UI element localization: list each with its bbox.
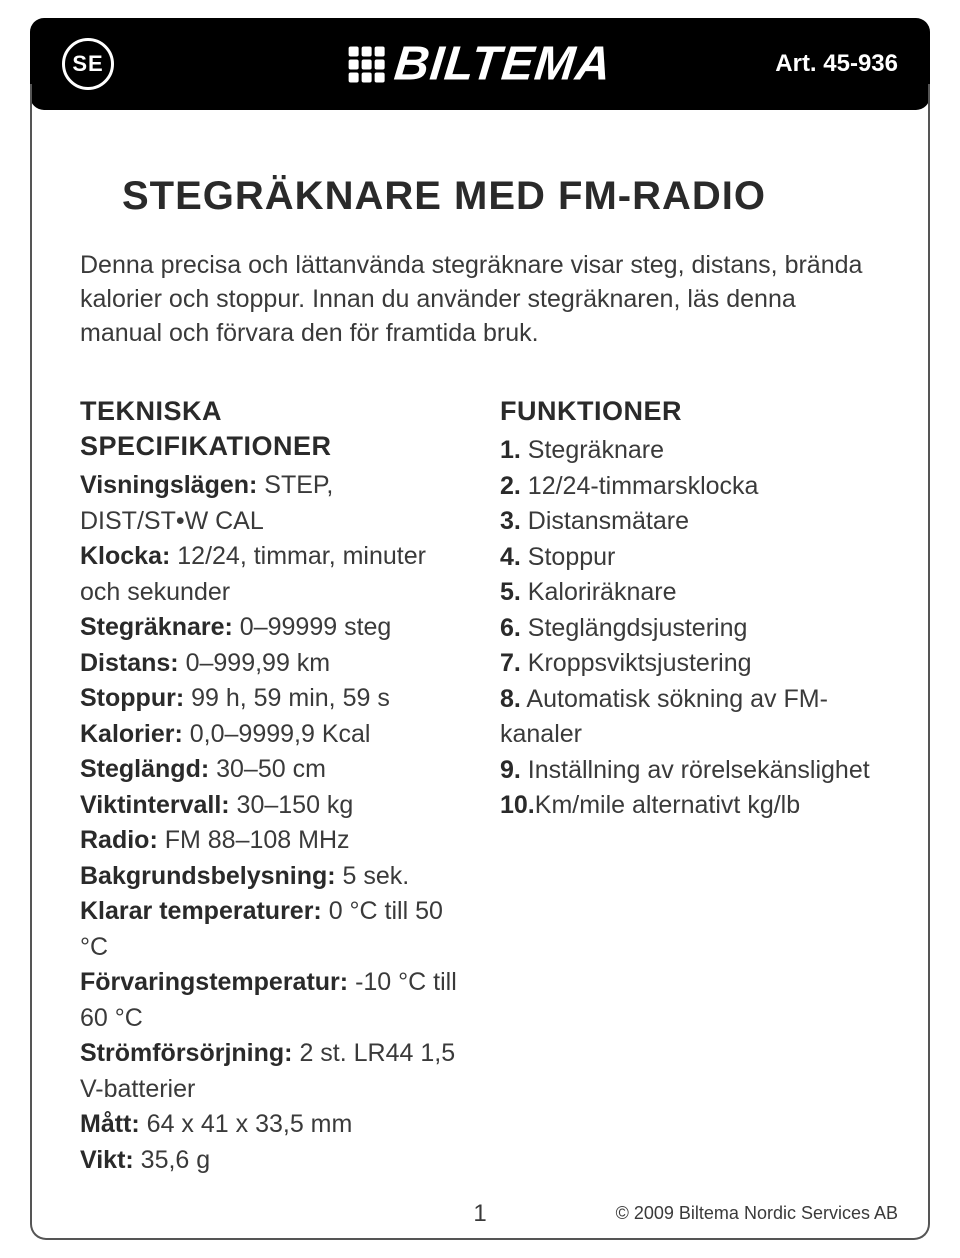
copyright: © 2009 Biltema Nordic Services AB: [616, 1203, 898, 1224]
function-item: 4. Stoppur: [500, 540, 880, 576]
spec-item: Vikt: 35,6 g: [80, 1143, 460, 1179]
spec-value: 99 h, 59 min, 59 s: [184, 684, 390, 712]
spec-item: Klarar temperaturer: 0 °C till 50 °C: [80, 894, 460, 965]
function-number: 4.: [500, 543, 521, 571]
country-code: SE: [72, 51, 103, 77]
spec-label: Bakgrundsbelysning:: [80, 862, 336, 890]
function-text: Automatisk sökning av FM-kanaler: [500, 685, 828, 749]
spec-value: 0,0–9999,9 Kcal: [183, 720, 371, 748]
spec-item: Förvaringstemperatur: -10 °C till 60 °C: [80, 965, 460, 1036]
spec-label: Mått:: [80, 1110, 140, 1138]
spec-label: Stegräknare:: [80, 613, 233, 641]
function-item: 10.Km/mile alternativt kg/lb: [500, 788, 880, 824]
spec-value: 0–99999 steg: [233, 613, 391, 641]
page: SE BILTEMA Art. 45-936 STEGRÄKNARE MED F…: [0, 18, 960, 1258]
function-item: 3. Distansmätare: [500, 504, 880, 540]
spec-item: Strömförsörjning: 2 st. LR44 1,5 V-batte…: [80, 1036, 460, 1107]
function-text: Stoppur: [521, 543, 616, 571]
function-text: Kaloriräknare: [521, 578, 677, 606]
function-item: 5. Kaloriräknare: [500, 575, 880, 611]
function-text: 12/24-timmarsklocka: [521, 472, 759, 500]
function-item: 7. Kroppsviktsjustering: [500, 646, 880, 682]
spec-value: FM 88–108 MHz: [158, 826, 350, 854]
function-number: 10.: [500, 791, 535, 819]
function-number: 8.: [500, 685, 521, 713]
functions-column: FUNKTIONER 1. Stegräknare2. 12/24-timmar…: [500, 394, 880, 1178]
spec-value: 0–999,99 km: [179, 649, 331, 677]
functions-list: 1. Stegräknare2. 12/24-timmarsklocka3. D…: [500, 433, 880, 824]
spec-item: Viktintervall: 30–150 kg: [80, 788, 460, 824]
intro-paragraph: Denna precisa och lättanvända stegräknar…: [80, 249, 880, 350]
spec-value: 35,6 g: [134, 1146, 210, 1174]
spec-label: Vikt:: [80, 1146, 134, 1174]
function-item: 1. Stegräknare: [500, 433, 880, 469]
spec-item: Kalorier: 0,0–9999,9 Kcal: [80, 717, 460, 753]
spec-item: Klocka: 12/24, timmar, minuter och sekun…: [80, 539, 460, 610]
brand-dots-icon: [349, 46, 385, 82]
spec-label: Visningslägen:: [80, 471, 257, 499]
spec-label: Stoppur:: [80, 684, 184, 712]
function-item: 6. Steglängdsjustering: [500, 611, 880, 647]
product-title: STEGRÄKNARE MED FM-RADIO: [122, 174, 880, 219]
page-number: 1: [473, 1200, 486, 1228]
spec-label: Strömförsörjning:: [80, 1039, 293, 1067]
spec-item: Stoppur: 99 h, 59 min, 59 s: [80, 681, 460, 717]
spec-value: 64 x 41 x 33,5 mm: [140, 1110, 353, 1138]
function-item: 8. Automatisk sökning av FM-kanaler: [500, 682, 880, 753]
spec-item: Stegräknare: 0–99999 steg: [80, 610, 460, 646]
function-text: Distansmätare: [521, 507, 689, 535]
spec-value: 5 sek.: [336, 862, 410, 890]
spec-label: Klocka:: [80, 542, 170, 570]
function-number: 3.: [500, 507, 521, 535]
spec-item: Radio: FM 88–108 MHz: [80, 823, 460, 859]
function-number: 2.: [500, 472, 521, 500]
function-text: Kroppsviktsjustering: [521, 649, 752, 677]
specs-column: TEKNISKA SPECIFIKATIONER Visningslägen: …: [80, 394, 460, 1178]
country-badge: SE: [62, 38, 114, 90]
function-item: 9. Inställning av rörelsekänslighet: [500, 753, 880, 789]
spec-item: Mått: 64 x 41 x 33,5 mm: [80, 1107, 460, 1143]
columns: TEKNISKA SPECIFIKATIONER Visningslägen: …: [80, 394, 880, 1178]
spec-item: Distans: 0–999,99 km: [80, 646, 460, 682]
function-number: 9.: [500, 756, 521, 784]
function-number: 7.: [500, 649, 521, 677]
spec-label: Kalorier:: [80, 720, 183, 748]
function-text: Steglängdsjustering: [521, 614, 748, 642]
spec-item: Visningslägen: STEP, DIST/ST•W CAL: [80, 468, 460, 539]
specs-heading: TEKNISKA SPECIFIKATIONER: [80, 394, 460, 464]
spec-item: Bakgrundsbelysning: 5 sek.: [80, 859, 460, 895]
spec-label: Steglängd:: [80, 755, 209, 783]
spec-label: Klarar temperaturer:: [80, 897, 322, 925]
content-box: STEGRÄKNARE MED FM-RADIO Denna precisa o…: [30, 84, 930, 1240]
spec-label: Viktintervall:: [80, 791, 230, 819]
spec-label: Distans:: [80, 649, 179, 677]
functions-heading: FUNKTIONER: [500, 394, 880, 429]
spec-label: Förvaringstemperatur:: [80, 968, 348, 996]
article-number: Art. 45-936: [775, 50, 898, 78]
function-number: 1.: [500, 436, 521, 464]
function-text: Km/mile alternativt kg/lb: [535, 791, 800, 819]
spec-value: 30–50 cm: [209, 755, 326, 783]
spec-value: 30–150 kg: [230, 791, 354, 819]
function-text: Inställning av rörelsekänslighet: [521, 756, 870, 784]
function-number: 5.: [500, 578, 521, 606]
function-number: 6.: [500, 614, 521, 642]
specs-list: Visningslägen: STEP, DIST/ST•W CALKlocka…: [80, 468, 460, 1178]
function-item: 2. 12/24-timmarsklocka: [500, 469, 880, 505]
function-text: Stegräknare: [521, 436, 664, 464]
spec-label: Radio:: [80, 826, 158, 854]
spec-item: Steglängd: 30–50 cm: [80, 752, 460, 788]
